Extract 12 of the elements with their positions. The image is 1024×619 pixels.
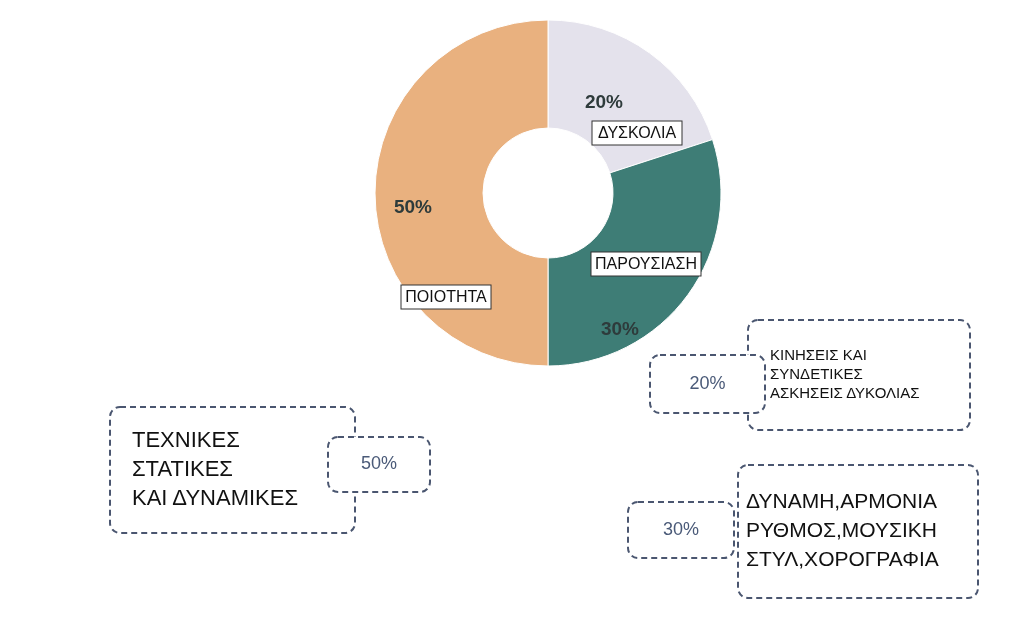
slice-label: ΠΟΙΟΤΗΤΑ — [405, 288, 488, 306]
slice-label: ΔΥΣΚΟΛΙΑ — [597, 124, 677, 142]
text: ΤΕΧΝΙΚΕΣ ΣΤΑΤΙΚΕΣ ΚΑΙ ΔΥΝΑΜΙΚΕΣ — [132, 426, 299, 510]
data-label: 50% — [393, 196, 433, 218]
data-label: 30% — [600, 318, 640, 340]
text: 30% — [662, 518, 700, 539]
slice-label: ΠΑΡΟΥΣΙΑΣΗ — [595, 255, 697, 273]
text: 50% — [360, 453, 398, 474]
text: ΔΥΝΑΜΗ,ΑΡΜΟΝΙΑ ΡΥΘΜΟΣ,ΜΟΥΣΙΚΗ ΣΤΥΛ,ΧΟΡΟΓΡΑΦΙΑ — [746, 489, 939, 571]
text: ΚΙΝΗΣΕΙΣ ΚΑΙ ΣΥΝΔΕΤΙΚΕΣ ΑΣΚΗΣΕΙΣ ΔΥΚΟΛΙΑΣ — [770, 345, 920, 401]
text: 20% — [689, 372, 726, 393]
data-label: 20% — [584, 91, 624, 113]
